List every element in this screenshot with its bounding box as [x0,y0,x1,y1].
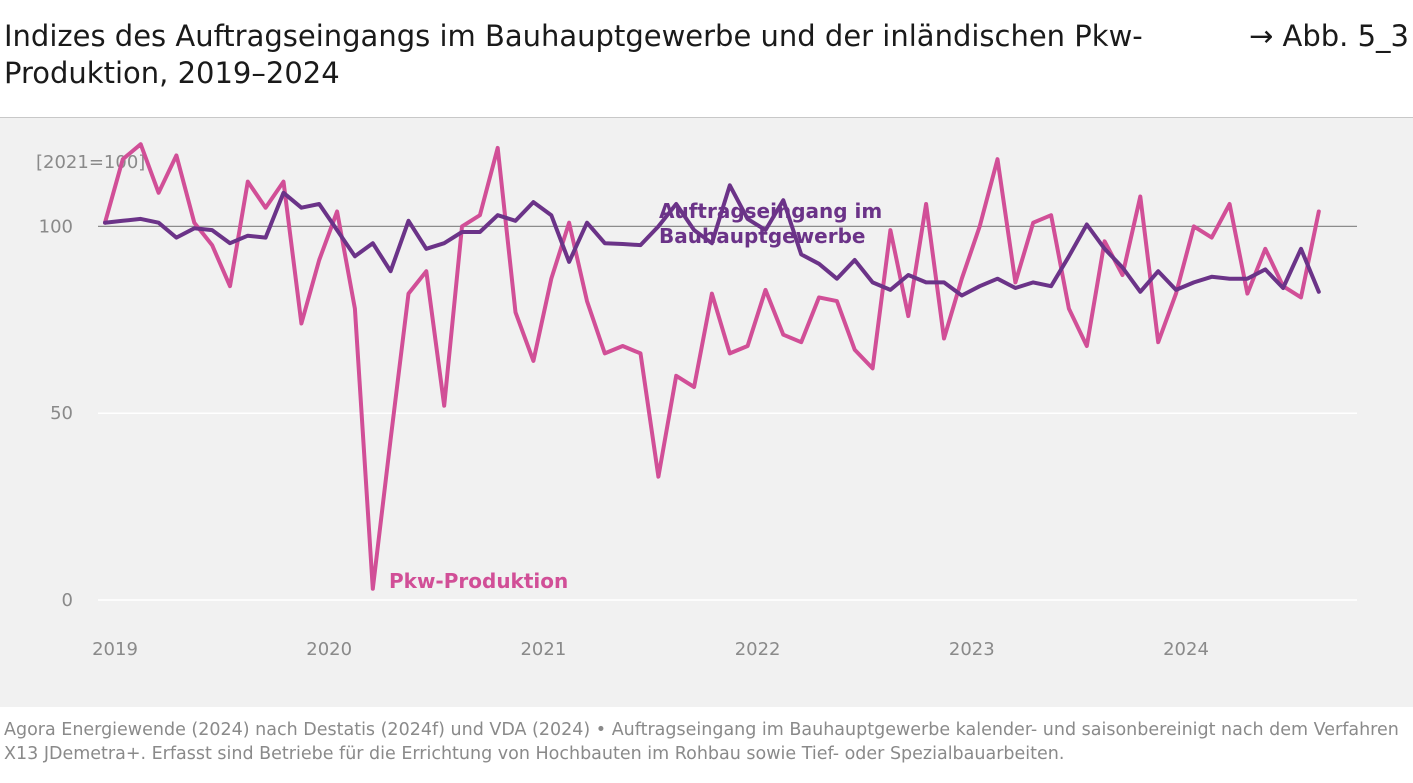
annotation-line: Bauhauptgewerbe [659,224,866,248]
chart-panel: [2021=100] 0 50 100 2019 2020 2021 2022 2023 20… [0,118,1413,707]
annotation-layer: Auftragseingang im Bauhauptgewerbe Pkw-Pro… [389,199,882,593]
x-tick-labels: 2019 2020 2021 2022 2023 2024 [92,639,1209,660]
title-divider [0,117,1413,118]
source-note: Agora Energiewende (2024) nach Destatis … [4,720,1399,764]
series-line-construction [103,183,1321,298]
annotation-car-production: Pkw-Produktion [389,569,568,593]
y-unit-label: [2021=100] [36,152,145,173]
annotation-line: Pkw-Produktion [389,569,568,593]
annotation-construction: Auftragseingang im Bauhauptgewerbe [659,199,882,248]
x-tick-label: 2024 [1163,639,1209,660]
y-tick-labels: 0 50 100 [39,216,73,611]
x-tick-label: 2022 [735,639,781,660]
y-tick-label: 50 [50,403,73,424]
y-tick-label: 0 [62,590,73,611]
x-tick-label: 2021 [520,639,566,660]
chart-title: Indizes des Auftragseingangs im Bauhaupt… [4,19,1143,90]
y-tick-label: 100 [39,216,73,237]
x-tick-label: 2020 [306,639,352,660]
x-tick-label: 2023 [949,639,995,660]
annotation-line: Auftragseingang im [659,199,882,223]
series-layer [103,142,1321,591]
figure-reference[interactable]: → Abb. 5_3 [1248,19,1409,53]
x-tick-label: 2019 [92,639,138,660]
grid-layer [98,225,1357,601]
